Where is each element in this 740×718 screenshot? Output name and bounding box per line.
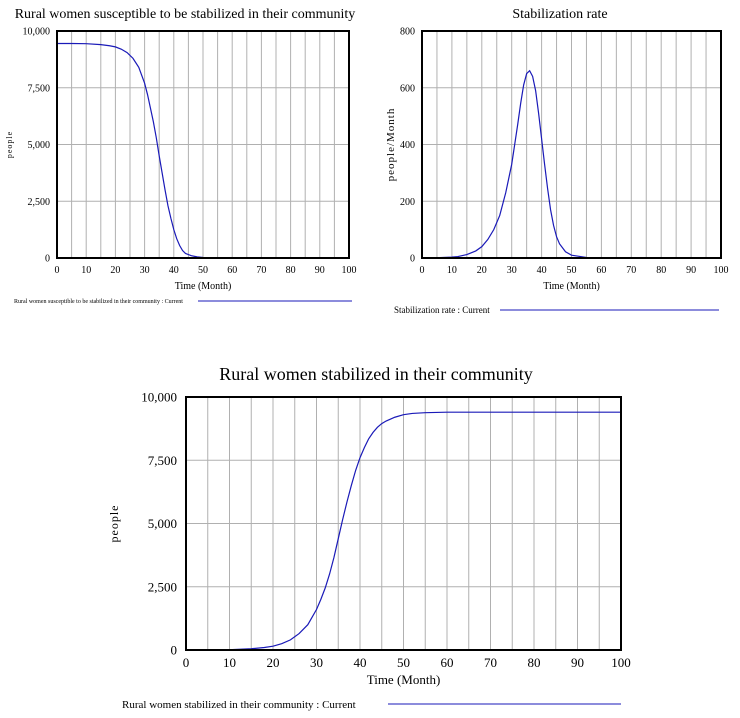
y-tick-label: 0: [171, 643, 178, 658]
y-tick-label: 800: [400, 27, 415, 38]
legend: Rural women stabilized in their communit…: [122, 699, 621, 711]
x-axis-label: Time (Month): [367, 672, 441, 687]
y-tick-label: 10,000: [23, 27, 51, 38]
x-tick-label: 0: [183, 655, 190, 670]
x-tick-label: 90: [571, 655, 584, 670]
x-axis-label: Time (Month): [543, 281, 600, 292]
x-tick-label: 0: [55, 265, 60, 276]
x-tick-label: 70: [484, 655, 497, 670]
plot-frame: [185, 396, 622, 651]
x-tick-label: 60: [441, 655, 454, 670]
x-tick-label: 20: [110, 265, 120, 276]
legend: Stabilization rate : Current: [394, 305, 719, 315]
y-tick-label: 7,500: [148, 453, 177, 468]
y-axis-label: people/Month: [385, 108, 397, 182]
x-tick-label: 30: [310, 655, 323, 670]
x-tick-label: 90: [315, 265, 325, 276]
y-axis-label: people: [107, 505, 121, 543]
chart-title: Stabilization rate: [512, 7, 607, 22]
y-tick-label: 0: [410, 254, 415, 265]
x-tick-label: 50: [397, 655, 410, 670]
chart-1: Rural women susceptible to be stabilized…: [5, 7, 357, 305]
y-axis-label: people: [5, 131, 14, 158]
x-tick-label: 100: [611, 655, 631, 670]
x-tick-label: 80: [528, 655, 541, 670]
x-tick-label: 10: [81, 265, 91, 276]
y-tick-label: 5,000: [28, 140, 51, 151]
y-tick-label: 200: [400, 197, 415, 208]
x-tick-label: 90: [686, 265, 696, 276]
x-tick-label: 40: [169, 265, 179, 276]
x-tick-label: 60: [227, 265, 237, 276]
chart-title: Rural women susceptible to be stabilized…: [15, 7, 356, 22]
x-tick-label: 60: [596, 265, 606, 276]
x-tick-label: 30: [140, 265, 150, 276]
x-tick-label: 10: [223, 655, 236, 670]
x-tick-label: 70: [626, 265, 636, 276]
x-tick-label: 40: [354, 655, 367, 670]
x-tick-label: 100: [342, 265, 357, 276]
x-tick-label: 50: [567, 265, 577, 276]
legend-label: Stabilization rate : Current: [394, 305, 490, 315]
chart-title: Rural women stabilized in their communit…: [219, 364, 532, 384]
x-tick-label: 100: [714, 265, 729, 276]
x-tick-label: 10: [447, 265, 457, 276]
series-line: [421, 69, 721, 259]
y-tick-label: 2,500: [28, 197, 51, 208]
x-tick-label: 20: [267, 655, 280, 670]
y-tick-label: 400: [400, 140, 415, 151]
chart-2: Stabilization rate 0 10 20 30 40 50 60 70 80 90 100…: [385, 7, 729, 315]
series-line: [186, 411, 621, 651]
x-tick-label: 50: [198, 265, 208, 276]
y-tick-label: 0: [45, 254, 50, 265]
plot-frame: [56, 30, 350, 259]
legend: Rural women susceptible to be stabilized…: [14, 299, 352, 305]
x-tick-label: 40: [537, 265, 547, 276]
legend-label: Rural women stabilized in their communit…: [122, 699, 356, 711]
plot-frame: [421, 30, 722, 259]
legend-label: Rural women susceptible to be stabilized…: [14, 299, 183, 305]
chart-3: Rural women stabilized in their communit…: [107, 364, 631, 711]
x-tick-label: 0: [420, 265, 425, 276]
y-tick-label: 2,500: [148, 579, 177, 594]
x-axis-label: Time (Month): [175, 281, 232, 292]
x-tick-label: 20: [477, 265, 487, 276]
y-tick-label: 5,000: [148, 516, 177, 531]
y-tick-label: 7,500: [28, 83, 51, 94]
x-tick-label: 70: [256, 265, 266, 276]
x-tick-label: 30: [507, 265, 517, 276]
x-tick-label: 80: [286, 265, 296, 276]
y-tick-label: 600: [400, 83, 415, 94]
y-tick-label: 10,000: [141, 390, 177, 405]
x-tick-label: 80: [656, 265, 666, 276]
